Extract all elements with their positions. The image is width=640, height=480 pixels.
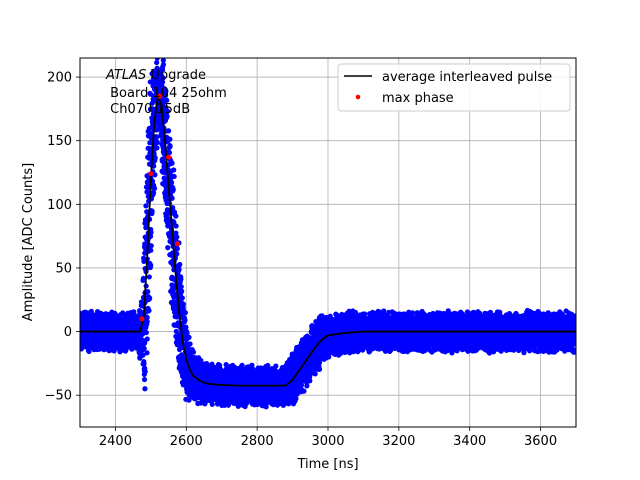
- sample-point: [190, 349, 197, 355]
- sample-point: [140, 277, 146, 283]
- gridlines: [80, 58, 576, 427]
- sample-point: [152, 172, 158, 178]
- sample-point: [179, 288, 185, 294]
- sample-point: [148, 262, 154, 268]
- sample-point: [145, 288, 151, 295]
- sample-point: [180, 301, 186, 307]
- sample-point: [160, 62, 167, 68]
- sample-point: [312, 371, 318, 377]
- sample-point: [147, 79, 153, 85]
- sample-point: [168, 179, 175, 186]
- sample-point: [186, 334, 192, 340]
- sample-point: [165, 245, 171, 251]
- sample-point: [304, 383, 310, 389]
- sample-point: [144, 318, 150, 325]
- sample-point: [148, 247, 154, 253]
- sample-point: [141, 376, 148, 383]
- sample-point: [307, 378, 313, 384]
- sample-point: [178, 284, 184, 290]
- sample-point: [154, 145, 160, 151]
- sample-point: [154, 59, 160, 66]
- sample-point: [177, 261, 183, 268]
- sample-point: [176, 266, 182, 273]
- sample-points: [80, 58, 576, 410]
- sample-point: [146, 274, 152, 280]
- sample-point: [149, 208, 155, 214]
- sample-point: [131, 309, 137, 315]
- sample-point: [148, 243, 154, 249]
- sample-point: [153, 134, 160, 140]
- sample-point: [142, 368, 148, 375]
- sample-point: [167, 136, 173, 142]
- sample-point: [148, 229, 154, 235]
- sample-point: [182, 310, 189, 316]
- sample-point: [86, 348, 92, 355]
- sample-point: [173, 213, 179, 219]
- sample-point: [144, 314, 150, 321]
- sample-point: [151, 185, 158, 191]
- sample-point: [152, 155, 158, 161]
- sample-point: [171, 167, 177, 173]
- sample-point: [160, 75, 166, 81]
- sample-point: [141, 359, 147, 365]
- sample-point: [174, 234, 180, 240]
- sample-point: [209, 401, 215, 407]
- sample-point: [166, 150, 173, 156]
- sample-point: [143, 203, 149, 209]
- sample-point: [144, 350, 150, 356]
- sample-point: [154, 139, 160, 145]
- sample-point: [179, 295, 185, 301]
- sample-point: [174, 246, 180, 252]
- sample-point: [273, 363, 279, 369]
- sample-point: [154, 58, 160, 61]
- sample-point: [160, 58, 166, 63]
- sample-point: [142, 386, 148, 392]
- sample-point: [166, 128, 172, 134]
- sample-point: [171, 173, 177, 180]
- sample-point: [143, 329, 149, 336]
- sample-point: [173, 223, 179, 229]
- sample-point: [144, 189, 150, 195]
- sample-point: [146, 308, 152, 314]
- sample-point: [140, 352, 146, 358]
- sample-point: [187, 341, 193, 347]
- sample-point: [183, 328, 190, 334]
- sample-point: [293, 396, 299, 402]
- sample-point: [141, 345, 147, 352]
- sample-point: [178, 276, 184, 282]
- sample-point: [301, 388, 307, 394]
- sample-point: [146, 296, 153, 302]
- sample-point: [167, 143, 173, 149]
- sample-point: [150, 191, 156, 197]
- sample-point: [263, 404, 269, 410]
- sample-point: [169, 160, 175, 166]
- sample-point: [316, 366, 323, 372]
- sample-point: [142, 340, 148, 346]
- sample-point: [147, 233, 154, 239]
- sample-point: [155, 66, 161, 72]
- sample-point: [170, 184, 176, 191]
- sample-point: [144, 336, 150, 342]
- sample-point: [182, 317, 188, 323]
